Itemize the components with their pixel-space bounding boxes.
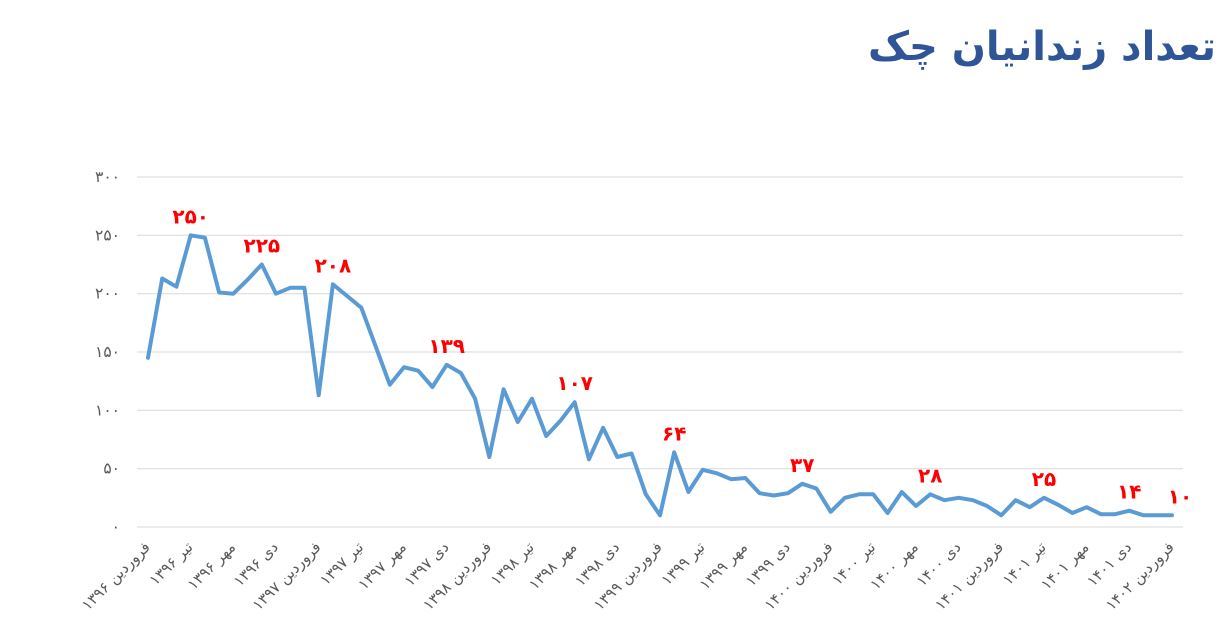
x-axis-tick-label: مهر ۱۳۹۷ [355, 538, 410, 593]
x-axis-tick-label: فروردین ۱۳۹۶ [78, 538, 154, 614]
data-point-label: ۱۰ [1168, 484, 1192, 508]
y-axis-tick-label: ۰ [112, 518, 120, 536]
data-point-label: ۲۵۰ [172, 204, 209, 228]
data-point-label: ۲۲۵ [243, 234, 280, 258]
data-point-label: ۳۷ [790, 453, 814, 477]
x-axis-tick-label: مهر ۱۴۰۰ [867, 538, 922, 593]
x-axis-tick-label: مهر ۱۴۰۱ [1037, 538, 1092, 593]
data-point-label: ۶۴ [662, 421, 686, 445]
data-point-label: ۲۸ [918, 463, 942, 487]
y-axis-tick-label: ۲۰۰ [95, 285, 120, 303]
y-axis-tick-label: ۱۰۰ [95, 401, 120, 419]
y-axis-tick-label: ۳۰۰ [95, 168, 120, 186]
data-point-label: ۱۳۹ [428, 334, 465, 358]
x-axis-tick-label: مهر ۱۳۹۹ [696, 538, 751, 593]
y-axis-tick-label: ۱۵۰ [95, 343, 120, 361]
y-axis-tick-label: ۲۵۰ [95, 226, 120, 244]
data-point-label: ۲۵ [1032, 467, 1056, 491]
data-point-label: ۲۰۸ [315, 253, 352, 277]
y-axis-tick-label: ۵۰ [103, 460, 120, 478]
x-axis-tick-label: مهر ۱۳۹۸ [525, 538, 580, 593]
x-axis-tick-label: مهر ۱۳۹۶ [184, 538, 239, 593]
data-series-line [146, 233, 1174, 518]
chart-title: تعداد زندانیان چک [868, 24, 1216, 70]
data-point-label: ۱۴ [1117, 480, 1141, 504]
data-point-label: ۱۰۷ [556, 371, 593, 395]
